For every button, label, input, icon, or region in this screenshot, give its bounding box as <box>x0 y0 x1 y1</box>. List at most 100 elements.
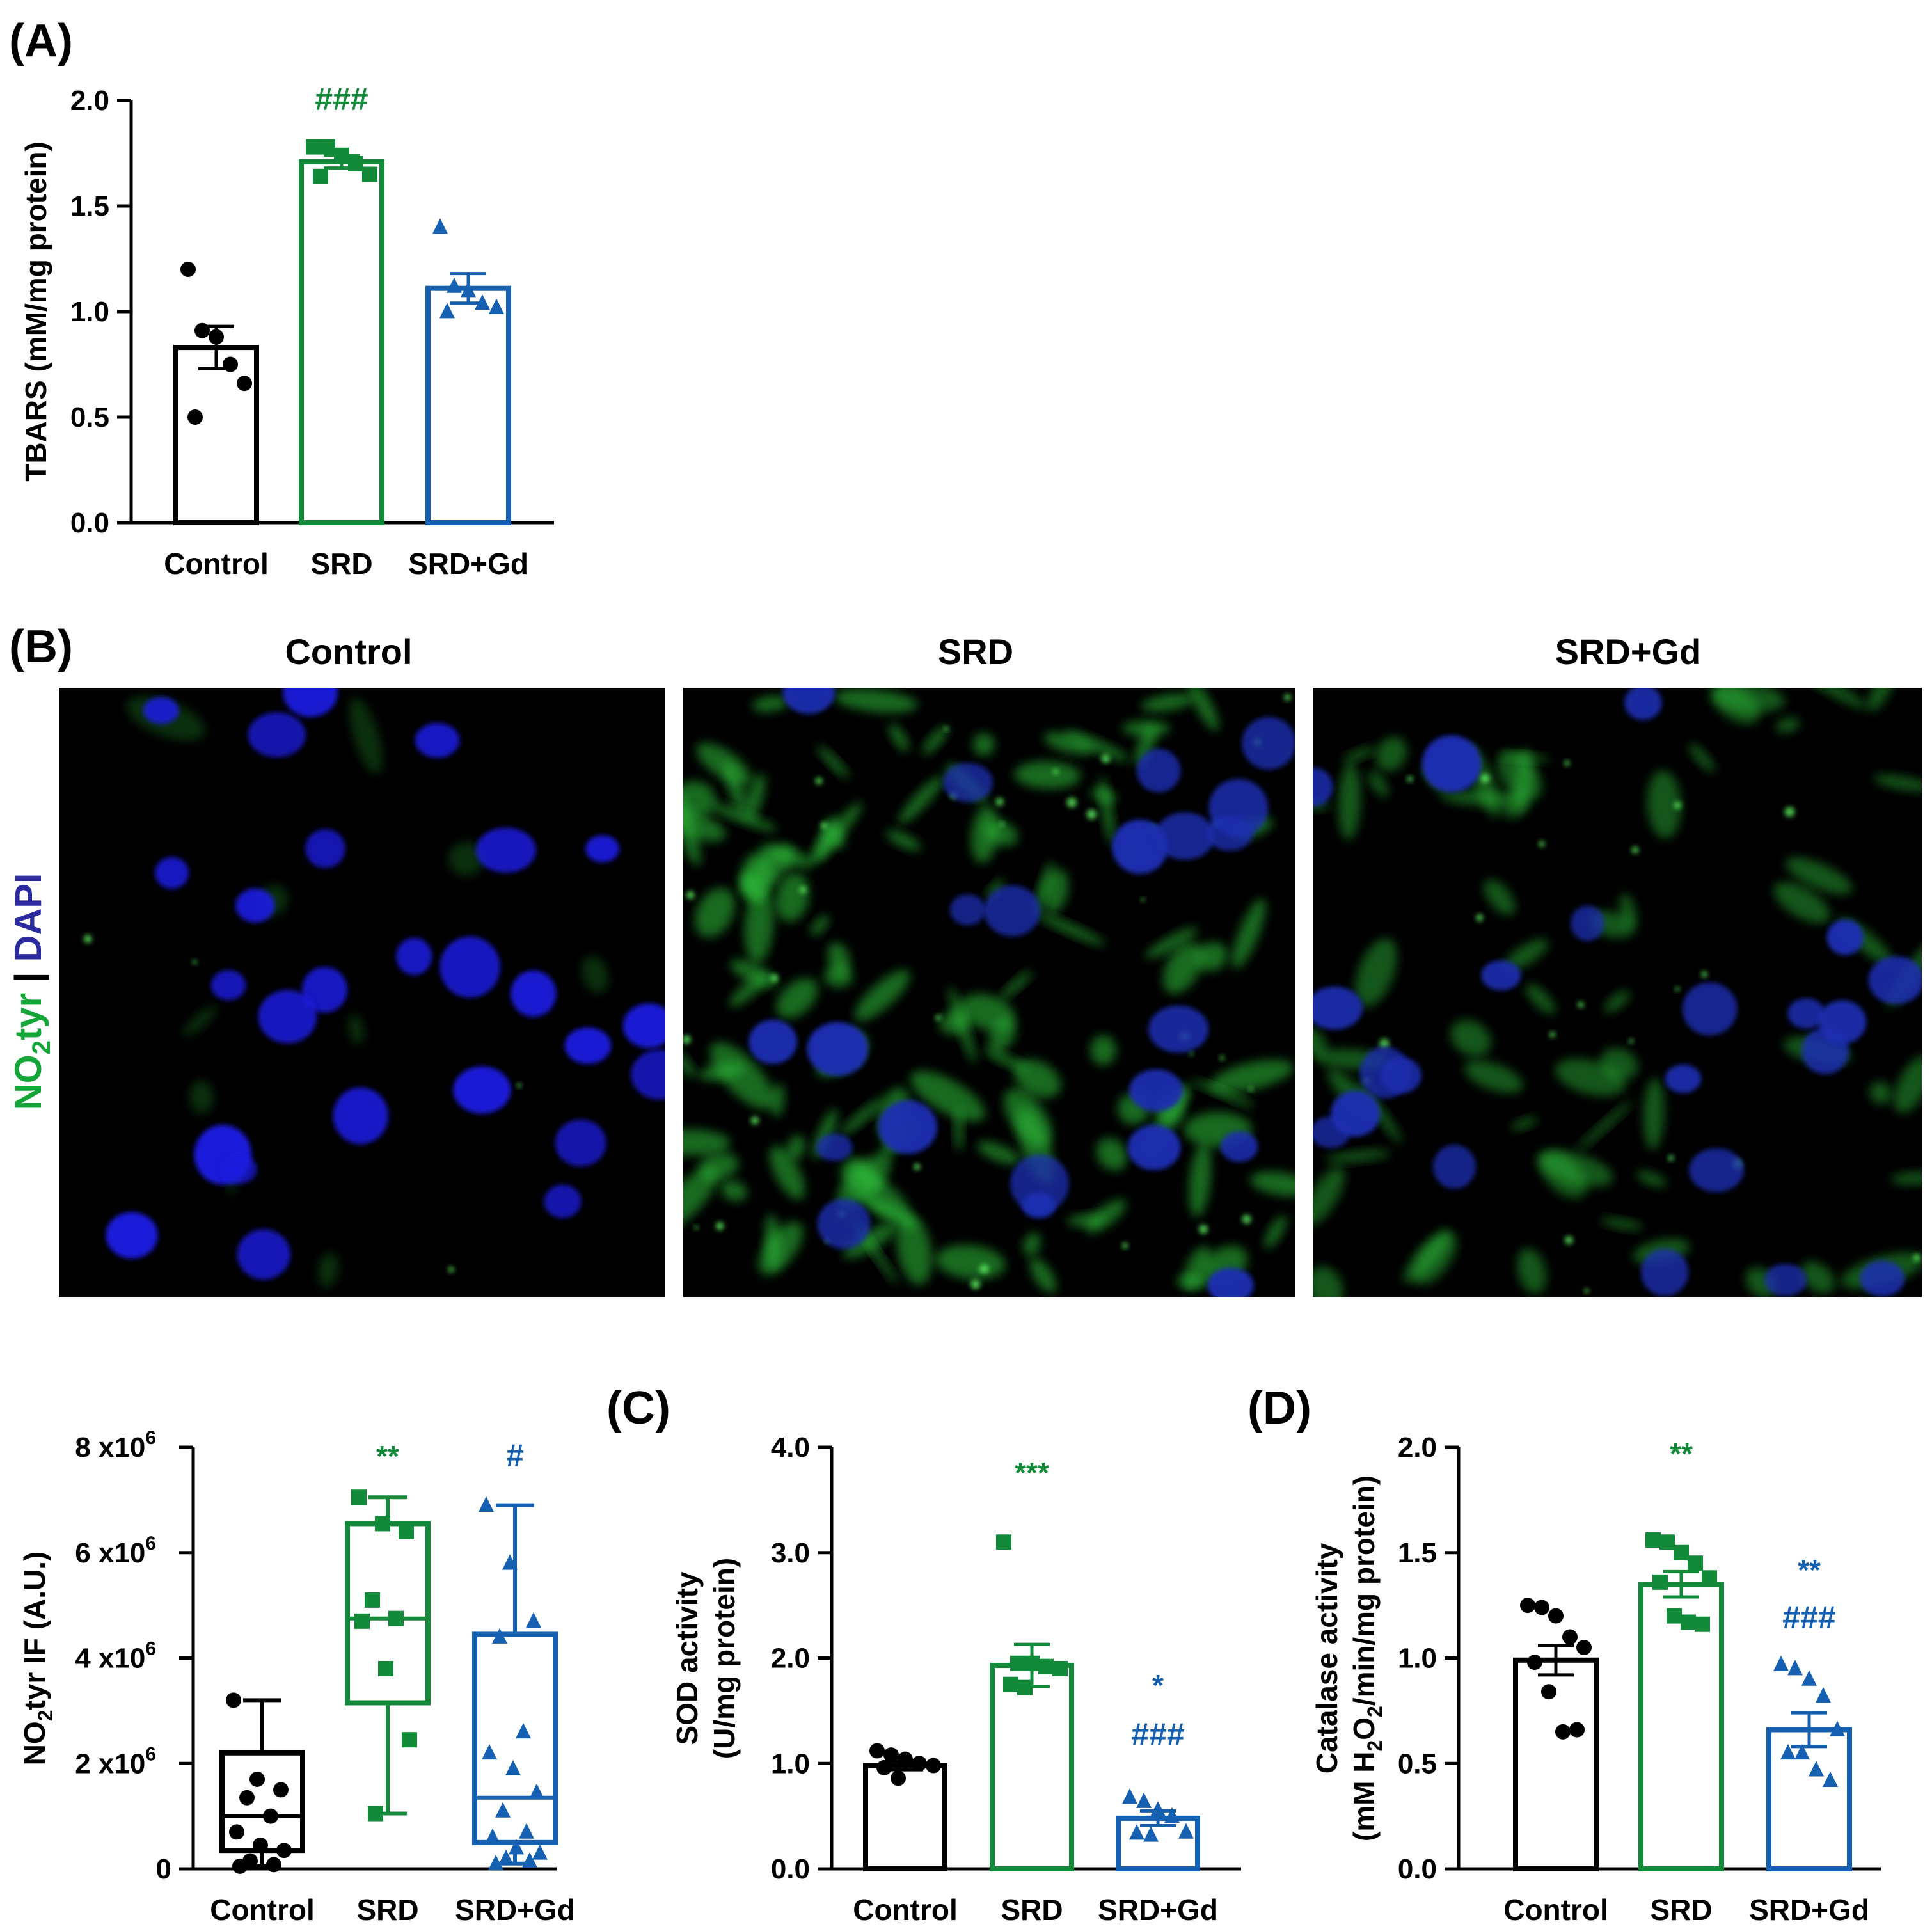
fluorescence-signal <box>977 1141 1020 1164</box>
fluorescence-signal <box>1368 770 1389 798</box>
speckle <box>1379 1038 1390 1049</box>
micrograph-srd <box>683 688 1295 1297</box>
data-point <box>354 1613 370 1629</box>
data-point <box>237 376 252 392</box>
fluorescence-signal <box>1450 1019 1491 1057</box>
nucleus <box>248 712 306 758</box>
y-axis-label: Catalase activity <box>1310 1543 1343 1774</box>
label-part: tyr IF (A.U.) <box>18 1552 51 1710</box>
fluorescence-signal <box>910 1070 986 1122</box>
y-tick-label: 6 x106 <box>75 1533 156 1569</box>
speckle <box>1480 774 1490 784</box>
speckle <box>1578 1001 1584 1008</box>
data-point <box>1548 1608 1564 1624</box>
data-point <box>489 298 504 314</box>
speckle <box>516 1083 522 1088</box>
speckle <box>1564 1235 1573 1244</box>
fluorescence-signal <box>349 697 383 774</box>
data-point <box>996 1534 1011 1550</box>
fluorescence-signal <box>1313 1166 1345 1226</box>
y-tick-label: 1.0 <box>771 1748 810 1779</box>
data-point <box>348 156 363 171</box>
speckle <box>815 777 823 785</box>
data-point <box>883 1747 899 1763</box>
speckle <box>935 1015 941 1021</box>
x-tick-label: SRD+Gd <box>1749 1893 1869 1926</box>
data-point <box>1569 1722 1585 1738</box>
data-point <box>365 1592 380 1608</box>
fluorescence-signal <box>1145 927 1198 958</box>
micrograph-title-srd: SRD <box>938 631 1013 672</box>
data-point <box>1681 1614 1696 1630</box>
y-tick-label: 2.0 <box>771 1643 810 1674</box>
fluorescence-signal <box>1338 762 1361 841</box>
fluorescence-signal <box>1141 694 1194 712</box>
data-point <box>1010 1655 1025 1671</box>
data-point <box>1017 1679 1033 1695</box>
data-point <box>1122 1788 1137 1804</box>
nucleus <box>544 1184 582 1218</box>
speckle <box>770 974 779 983</box>
data-point <box>1688 1555 1703 1571</box>
data-point <box>1576 1640 1592 1656</box>
data-point <box>529 1783 544 1799</box>
data-point <box>492 1628 507 1644</box>
fluorescence-signal <box>986 879 1004 899</box>
fluorescence-signal <box>959 994 1015 1031</box>
data-point <box>266 1857 281 1873</box>
fluorescence-signal <box>1090 1035 1116 1065</box>
data-point <box>1780 1743 1796 1760</box>
micrograph-ylabel: NO2tyr | DAPI <box>8 873 56 1110</box>
panel-label-c: (C) <box>606 1383 670 1434</box>
fluorescence-signal <box>896 1214 932 1285</box>
data-point <box>522 1852 537 1868</box>
fluorescence-signal <box>696 743 752 785</box>
data-point <box>209 329 224 345</box>
fluorescence-signal <box>1786 857 1853 894</box>
nucleus <box>1481 960 1521 990</box>
speckle <box>1564 760 1570 766</box>
fluorescence-signal <box>695 887 735 938</box>
data-point <box>402 1732 417 1748</box>
fluorescence-signal <box>1043 732 1094 755</box>
fluorescence-signal <box>922 726 948 755</box>
fluorescence-signal <box>1189 1143 1212 1218</box>
fluorescence-signal <box>1189 688 1219 731</box>
speckle <box>1141 898 1145 902</box>
nucleus <box>258 990 317 1044</box>
data-point <box>239 1790 255 1806</box>
chart-catalase-activity: 0.0 0.5 1.0 1.5 2.0 Control SRD SRD+Gd ** ** ### Ca… <box>1310 1432 1881 1926</box>
speckle <box>970 1279 981 1289</box>
fluorescence-signal <box>1035 912 1106 946</box>
fluorescence-signal <box>582 956 608 994</box>
speckle <box>1629 1038 1634 1044</box>
fluorescence-signal <box>1600 1048 1638 1080</box>
x-tick-label: SRD <box>1650 1893 1712 1926</box>
nucleus <box>1313 986 1363 1030</box>
data-point <box>226 1692 241 1708</box>
nucleus <box>782 688 835 714</box>
fluorescence-signal <box>1034 861 1054 914</box>
fluorescence-signal <box>720 1180 748 1202</box>
nucleus <box>1624 688 1662 720</box>
significance-label: *** <box>1015 1456 1049 1489</box>
data-point <box>313 168 328 184</box>
fluorescence-signal <box>1085 1199 1127 1234</box>
data-point <box>1773 1655 1789 1671</box>
speckle <box>1219 1055 1224 1061</box>
bar <box>1766 1727 1852 1872</box>
y-tick-exponent: 6 <box>145 1533 156 1554</box>
data-point <box>1527 1655 1542 1671</box>
data-point <box>1520 1598 1535 1614</box>
y-tick-label: 0.5 <box>1398 1748 1437 1779</box>
fluorescence-signal <box>834 688 918 713</box>
fluorescence-signal <box>1066 1214 1104 1226</box>
y-axis-label: SOD activity <box>670 1571 704 1745</box>
speckle <box>715 1222 724 1230</box>
fluorescence-signal <box>730 959 777 988</box>
fluorescence-signal <box>1121 720 1171 736</box>
data-point <box>399 1523 414 1539</box>
data-point <box>375 1516 390 1532</box>
data-point <box>526 1612 541 1628</box>
nucleus <box>1640 1248 1689 1296</box>
